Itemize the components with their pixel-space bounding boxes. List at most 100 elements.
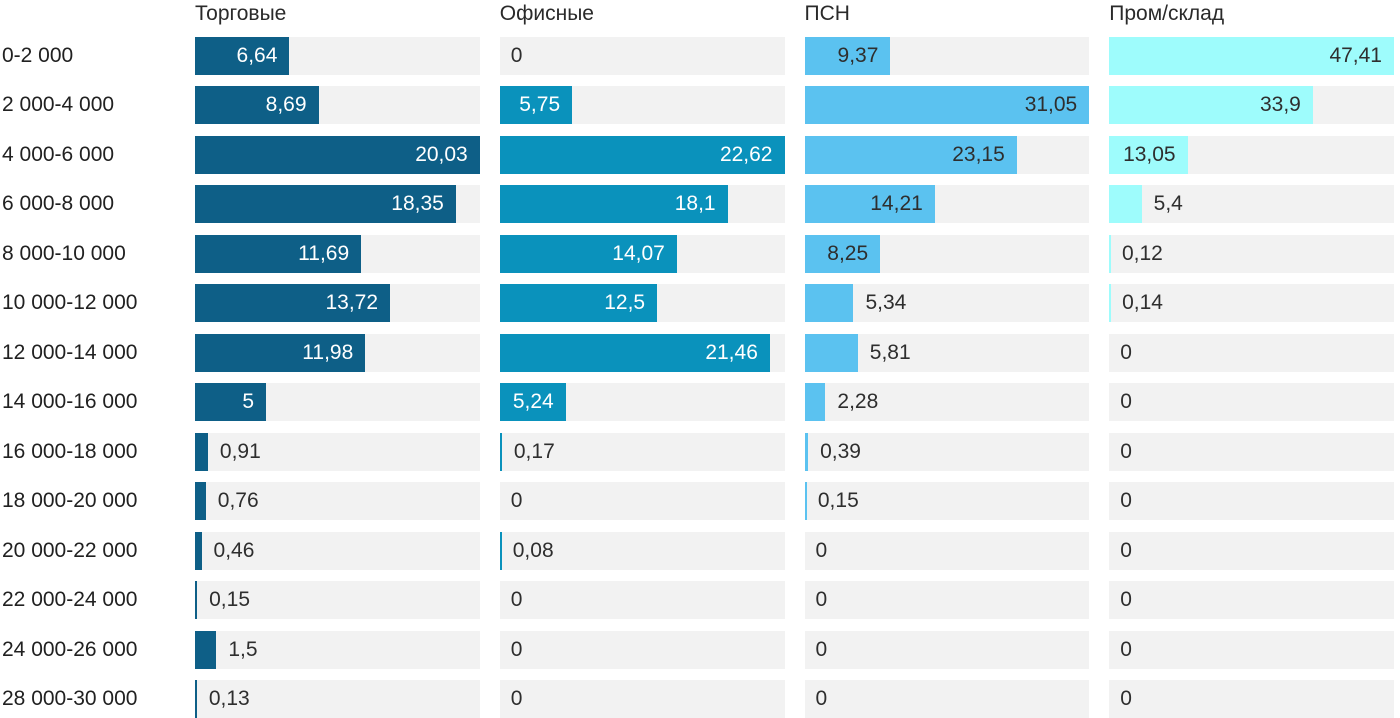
bar-track: 1,5 xyxy=(195,630,480,669)
value-label: 0,17 xyxy=(513,439,555,463)
bar: 13,72 xyxy=(195,284,391,322)
bar xyxy=(804,284,854,322)
value-label: 6,64 xyxy=(236,43,278,67)
bar-track: 0 xyxy=(1109,630,1394,669)
value-label: 0,13 xyxy=(208,687,250,710)
bar-track: 5,75 xyxy=(499,86,785,124)
value-label: 0 xyxy=(510,637,523,661)
row-label: 14 000-16 000 xyxy=(2,390,138,413)
row-label: 12 000-14 000 xyxy=(2,340,138,364)
bar: 21,46 xyxy=(499,333,770,372)
bar: 11,98 xyxy=(195,333,366,372)
value-label: 0 xyxy=(1120,637,1132,661)
value-label: 0 xyxy=(1120,489,1132,512)
value-label: 5,75 xyxy=(519,93,561,116)
bar-track: 0,15 xyxy=(195,581,480,619)
bar-track: 11,98 xyxy=(195,333,480,372)
bar-track: 5,81 xyxy=(804,333,1090,372)
value-label: 0 xyxy=(1120,390,1132,413)
bar-track: 0 xyxy=(499,680,785,718)
bar xyxy=(804,482,807,520)
value-label: 8,25 xyxy=(827,241,869,265)
bar-track: 5,24 xyxy=(499,383,785,421)
row-label: 18 000-20 000 xyxy=(2,489,138,512)
bar-track: 0 xyxy=(804,680,1090,718)
bar-track: 5,4 xyxy=(1109,185,1394,223)
bar-track: 5,34 xyxy=(804,284,1090,322)
column-header-ofisnye: Офисные xyxy=(499,2,594,25)
bar-track: 2,28 xyxy=(804,383,1090,421)
bar-track: 0 xyxy=(1109,383,1394,421)
row-label: 24 000-26 000 xyxy=(2,637,138,661)
bar xyxy=(804,333,858,372)
bar: 14,07 xyxy=(499,234,677,273)
bar xyxy=(195,482,206,520)
bar-track: 6,64 xyxy=(195,36,480,75)
bar-track: 0,76 xyxy=(195,482,480,520)
row-label: 16 000-18 000 xyxy=(2,439,138,463)
value-label: 18,1 xyxy=(674,192,716,215)
bar: 22,62 xyxy=(499,135,785,174)
bar-track: 0 xyxy=(804,531,1090,570)
bar-track: 0,39 xyxy=(804,432,1090,471)
column-header-prom-sklad: Пром/склад xyxy=(1109,2,1225,25)
row-label: 0-2 000 xyxy=(2,43,74,67)
value-label: 0,15 xyxy=(817,489,859,512)
value-label: 11,69 xyxy=(298,241,350,265)
bar: 5 xyxy=(195,383,267,421)
bar xyxy=(1109,234,1112,273)
bar-track: 33,9 xyxy=(1109,86,1394,124)
bar: 18,1 xyxy=(499,185,728,223)
bar: 11,69 xyxy=(195,234,362,273)
value-label: 2,28 xyxy=(837,390,879,413)
bar-track: 0 xyxy=(499,36,785,75)
value-label: 0 xyxy=(510,43,523,67)
value-label: 1,5 xyxy=(228,637,258,661)
bar-track: 8,69 xyxy=(195,86,480,124)
bar: 18,35 xyxy=(195,185,456,223)
value-label: 0 xyxy=(1120,687,1132,710)
value-label: 0 xyxy=(815,588,828,611)
row-label: 8 000-10 000 xyxy=(2,241,126,265)
row-label: 22 000-24 000 xyxy=(2,588,138,611)
bar: 5,24 xyxy=(499,383,566,421)
value-label: 14,21 xyxy=(870,192,923,215)
bar-track: 0,13 xyxy=(195,680,480,718)
bar: 23,15 xyxy=(804,135,1017,174)
bar: 8,69 xyxy=(195,86,319,124)
bar xyxy=(195,630,217,669)
value-label: 5,34 xyxy=(865,291,907,314)
bar: 33,9 xyxy=(1109,86,1313,124)
bar-track: 0 xyxy=(1109,482,1394,520)
value-label: 5,24 xyxy=(512,390,554,413)
bar-track: 21,46 xyxy=(499,333,785,372)
column-header-psn: ПСН xyxy=(804,2,850,25)
bar-track: 0 xyxy=(804,630,1090,669)
bar-track: 0 xyxy=(1109,531,1394,570)
value-label: 0 xyxy=(1120,340,1132,364)
bar-track: 0 xyxy=(1109,680,1394,718)
value-label: 21,46 xyxy=(705,340,758,364)
value-label: 0 xyxy=(1120,439,1132,463)
value-label: 18,35 xyxy=(391,192,444,215)
bar xyxy=(1109,185,1142,223)
bar xyxy=(195,680,197,718)
bar xyxy=(499,432,502,471)
row-label: 2 000-4 000 xyxy=(2,93,115,116)
bar xyxy=(195,432,208,471)
bar-track: 0 xyxy=(499,581,785,619)
value-label: 0 xyxy=(510,489,523,512)
bar xyxy=(804,432,809,471)
value-label: 11,98 xyxy=(302,340,354,364)
bar-track: 31,05 xyxy=(804,86,1090,124)
bar-track: 14,21 xyxy=(804,185,1090,223)
value-label: 13,05 xyxy=(1123,142,1176,166)
bar-track: 18,35 xyxy=(195,185,480,223)
value-label: 0,91 xyxy=(219,439,261,463)
column-header-torgovye: Торговые xyxy=(195,2,287,25)
bar-track: 0,46 xyxy=(195,531,480,570)
value-label: 8,69 xyxy=(265,93,307,116)
bar-track: 13,72 xyxy=(195,284,480,322)
bar: 5,75 xyxy=(499,86,573,124)
